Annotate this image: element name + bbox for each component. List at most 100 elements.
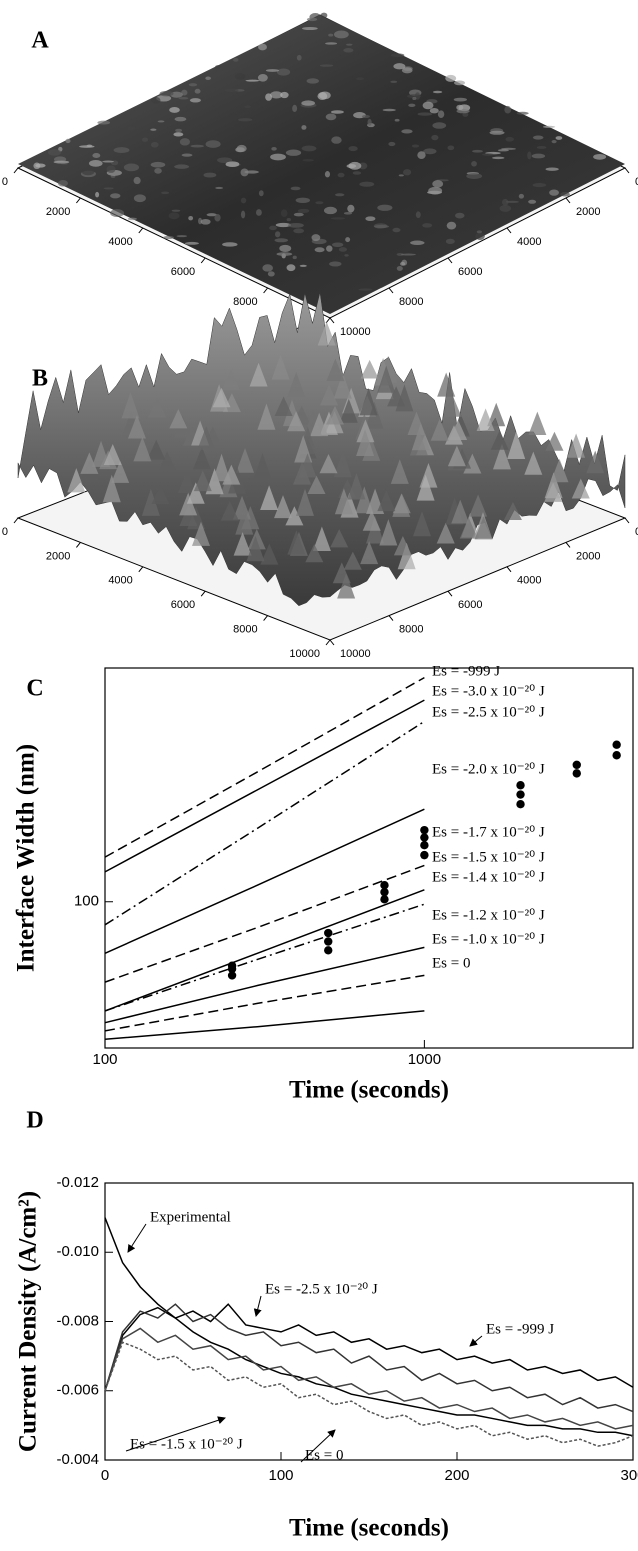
texture	[586, 450, 605, 474]
tick-mark	[200, 590, 206, 597]
series-line	[104, 903, 425, 1012]
x-axis-title: Time (seconds)	[289, 1515, 449, 1542]
series-label: Es = -1.0 x 10⁻²⁰ J	[432, 931, 545, 947]
y-tick-label: -0.004	[56, 1451, 99, 1468]
series-line	[104, 1341, 634, 1447]
tick-label: 4000	[108, 236, 132, 248]
texture	[257, 73, 268, 82]
texture	[246, 535, 265, 562]
texture	[217, 157, 233, 164]
texture	[103, 187, 114, 190]
texture	[501, 198, 509, 206]
data-point	[380, 895, 389, 904]
texture	[328, 33, 334, 37]
texture	[471, 149, 483, 153]
texture	[133, 176, 141, 185]
x-tick-label: 200	[444, 1467, 469, 1484]
texture	[314, 247, 325, 253]
series-line	[104, 676, 425, 858]
texture	[269, 225, 277, 231]
texture	[296, 54, 302, 61]
texture	[551, 140, 557, 144]
texture	[111, 460, 130, 483]
texture	[319, 64, 334, 67]
series-line	[104, 699, 425, 873]
data-point	[324, 937, 333, 946]
texture	[256, 209, 262, 216]
texture	[396, 266, 403, 271]
texture	[265, 93, 273, 101]
texture	[286, 218, 291, 222]
texture	[476, 408, 495, 432]
texture	[431, 134, 439, 141]
tick-label: 10000	[289, 648, 320, 660]
tick-label: 4000	[517, 236, 541, 248]
texture	[81, 168, 95, 176]
texture	[358, 288, 373, 291]
texture	[286, 264, 296, 272]
texture	[154, 167, 162, 174]
tick-label: 6000	[171, 599, 195, 611]
texture	[531, 153, 546, 159]
texture	[326, 358, 345, 382]
tick-label: 0	[2, 176, 8, 188]
tick-label: 2000	[576, 206, 600, 218]
texture	[415, 211, 421, 219]
texture	[212, 453, 231, 482]
texture	[323, 206, 337, 215]
texture	[214, 65, 222, 69]
texture	[305, 544, 324, 563]
texture	[141, 488, 160, 516]
texture	[212, 387, 231, 408]
texture	[343, 48, 354, 53]
series-label: Experimental	[150, 1209, 231, 1225]
tick-mark	[200, 257, 206, 264]
tick-label: 8000	[233, 296, 257, 308]
texture	[133, 194, 146, 203]
texture	[518, 193, 525, 199]
texture	[550, 458, 569, 483]
texture	[240, 197, 247, 204]
texture	[545, 167, 559, 171]
texture	[179, 492, 198, 516]
tick-mark	[447, 590, 453, 597]
y-tick-label: -0.008	[56, 1312, 99, 1329]
texture	[400, 253, 416, 256]
texture	[150, 161, 166, 168]
texture	[179, 505, 198, 527]
texture	[295, 488, 314, 516]
texture	[560, 191, 570, 197]
texture	[334, 30, 349, 39]
texture	[106, 165, 116, 173]
texture	[258, 43, 267, 51]
texture	[287, 372, 306, 398]
tick-mark	[624, 167, 630, 174]
texture	[549, 189, 559, 196]
series-label: Es = -2.0 x 10⁻²⁰ J	[432, 761, 545, 777]
texture	[411, 422, 430, 451]
texture	[215, 186, 224, 190]
texture	[387, 386, 406, 407]
tick-mark	[329, 639, 335, 646]
texture	[307, 475, 326, 495]
texture	[174, 164, 190, 169]
texture	[287, 411, 306, 432]
tick-label: 4000	[108, 575, 132, 587]
texture	[453, 97, 467, 102]
x-tick-label: 100	[268, 1467, 293, 1484]
y-tick-label: -0.012	[56, 1174, 99, 1191]
texture	[437, 372, 456, 397]
texture	[170, 91, 183, 98]
data-point	[516, 781, 525, 790]
texture	[179, 138, 190, 146]
y-tick-label: 100	[74, 893, 99, 910]
texture	[133, 436, 152, 462]
texture	[423, 148, 437, 155]
texture	[334, 488, 353, 515]
texture	[330, 110, 344, 114]
data-point	[227, 971, 237, 980]
tick-mark	[263, 287, 268, 294]
texture	[335, 193, 345, 197]
texture	[292, 104, 298, 113]
